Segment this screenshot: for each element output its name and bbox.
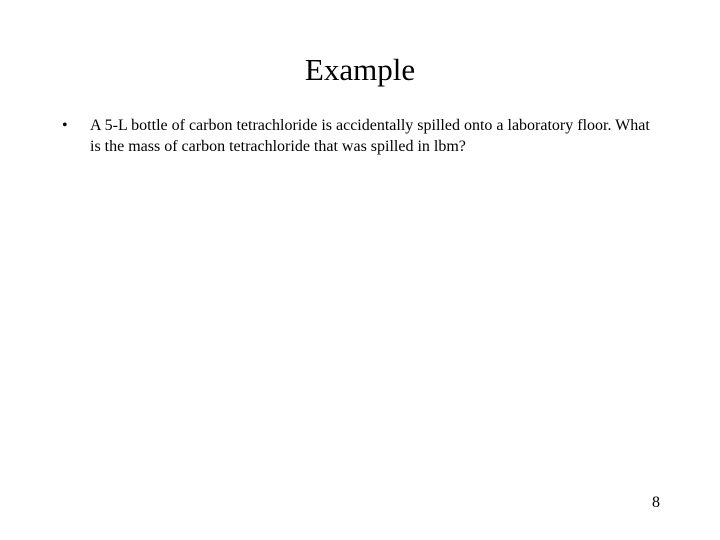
slide-title: Example (60, 52, 660, 88)
page-number: 8 (652, 494, 660, 512)
content-block: • A 5-L bottle of carbon tetrachloride i… (60, 116, 660, 158)
slide-container: Example • A 5-L bottle of carbon tetrach… (0, 0, 720, 540)
body-text: A 5-L bottle of carbon tetrachloride is … (90, 116, 660, 158)
bullet-marker: • (60, 116, 90, 137)
